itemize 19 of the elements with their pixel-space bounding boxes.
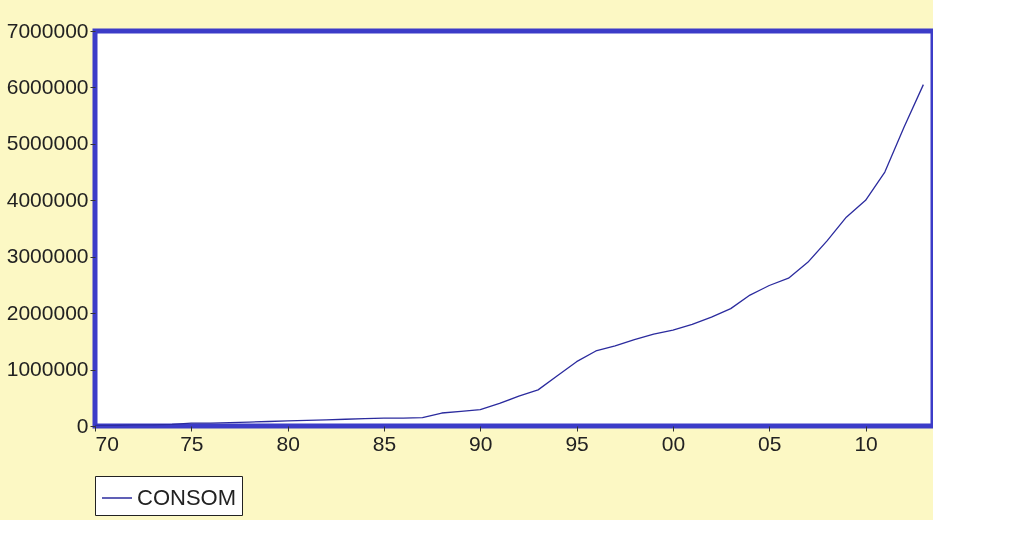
y-tick-label: 6000000 (6, 74, 89, 98)
x-tick-label: 80 (276, 431, 300, 455)
x-tick-label: 10 (854, 431, 878, 455)
x-tick-label: 00 (661, 431, 686, 455)
y-tick-label: 3000000 (6, 244, 89, 268)
x-tick-label: 85 (372, 431, 397, 455)
x-tick-label: 90 (469, 431, 493, 455)
line-series (95, 83, 925, 426)
x-tick-label: 70 (95, 431, 119, 455)
y-tick-label: 2000000 (6, 300, 89, 324)
y-tick-label: 5000000 (6, 131, 89, 155)
y-tick-label: 4000000 (6, 187, 89, 211)
y-tick-label: 7000000 (6, 18, 89, 42)
legend-label: CONSOM (137, 485, 236, 510)
y-tick-label: 1000000 (6, 357, 89, 381)
x-tick-label: 95 (565, 431, 589, 455)
x-tick-label: 75 (180, 431, 204, 455)
y-tick-label: 0 (76, 413, 89, 437)
x-tick-label: 05 (758, 431, 782, 455)
